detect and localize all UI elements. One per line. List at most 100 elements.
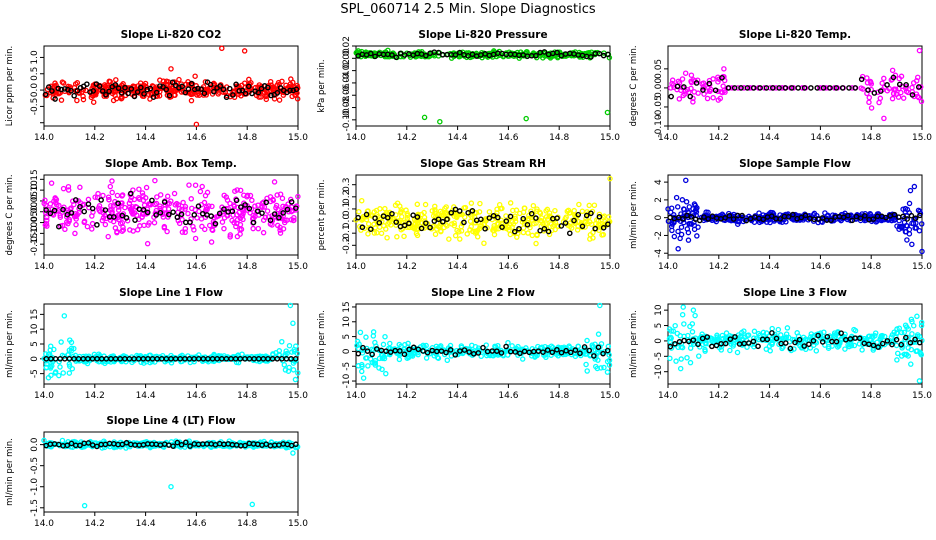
data-point [370,329,377,335]
reference-point [443,349,449,356]
reference-point [889,341,895,348]
data-point [412,224,418,230]
reference-point [368,226,374,232]
data-point [127,197,134,204]
reference-point [242,442,248,449]
reference-point [439,218,446,225]
reference-point [819,215,826,221]
reference-point [773,335,780,342]
data-point [668,335,674,341]
data-point [889,95,896,102]
data-point [144,240,151,247]
data-point [512,218,519,225]
data-point [461,214,468,220]
data-point [584,368,590,374]
data-point [751,328,758,335]
y-tick-label: 2 [654,197,664,203]
y-tick-label: -0.04 [342,71,352,95]
reference-point [540,349,546,355]
x-tick-label: 14.2 [85,262,105,272]
reference-point [238,204,244,210]
reference-point [160,84,166,90]
reference-point [586,347,593,354]
data-point [672,322,678,329]
reference-point [242,90,249,97]
reference-point [201,90,208,97]
x-tick-label: 14.2 [85,391,105,401]
reference-point [535,348,542,354]
data-point [706,88,713,94]
reference-point [815,332,821,339]
reference-point [68,440,75,447]
reference-points [43,439,299,450]
reference-point [533,52,539,59]
data-point [142,195,149,201]
reference-point [796,336,803,343]
data-point [65,183,72,190]
x-tick-label: 14.2 [397,391,417,401]
x-tick-label: 15.0 [288,133,308,143]
data-point [589,342,595,348]
x-tick-label: 14.4 [760,133,780,143]
data-point [507,200,514,206]
data-point [244,193,250,200]
reference-point [827,85,833,91]
reference-point [801,85,808,91]
data-point [859,347,865,353]
y-tick-label: -0.06 [342,83,352,107]
data-point [227,234,233,240]
reference-point [195,85,201,92]
reference-point [131,93,138,100]
data-point [260,229,267,236]
reference-point [567,349,574,356]
reference-point [96,83,103,89]
data-point [197,188,204,195]
data-point [168,198,174,204]
reference-point [71,92,77,99]
x-tick-label: 14.2 [85,519,105,529]
data-point [688,72,695,78]
data-point [682,70,689,76]
reference-point [862,212,868,219]
outlier-point [919,248,925,255]
data-point [479,54,485,61]
reference-point [687,93,694,100]
y-axis-label: ml/min per min. [5,438,15,506]
data-point [531,220,537,227]
reference-point [685,338,692,345]
data-point [722,89,728,95]
reference-point [85,440,92,446]
data-point [595,349,601,356]
data-point [227,200,233,207]
data-point [432,231,439,238]
reference-point [239,87,246,94]
data-point [686,221,692,227]
data-point [670,328,677,334]
data-point [538,215,545,221]
data-point [476,209,483,215]
reference-point [680,216,686,222]
data-point [43,220,50,227]
data-point [134,227,141,233]
y-tick-label: -0.5 [30,457,40,475]
data-point [231,203,238,210]
reference-point [138,84,144,91]
reference-point [814,85,821,91]
reference-point [789,85,795,91]
reference-point [423,220,429,226]
data-point [543,354,549,361]
data-point [380,341,387,348]
reference-point [271,211,278,217]
data-point [356,223,363,230]
data-point [677,235,683,242]
data-point [468,223,474,230]
data-point [194,92,200,98]
reference-point [85,201,92,207]
data-point [689,329,696,335]
x-tick-label: 14.6 [810,133,830,143]
data-point [868,105,875,111]
reference-point [705,216,712,222]
reference-point [777,216,783,222]
data-point [381,223,387,229]
data-point [483,342,489,348]
